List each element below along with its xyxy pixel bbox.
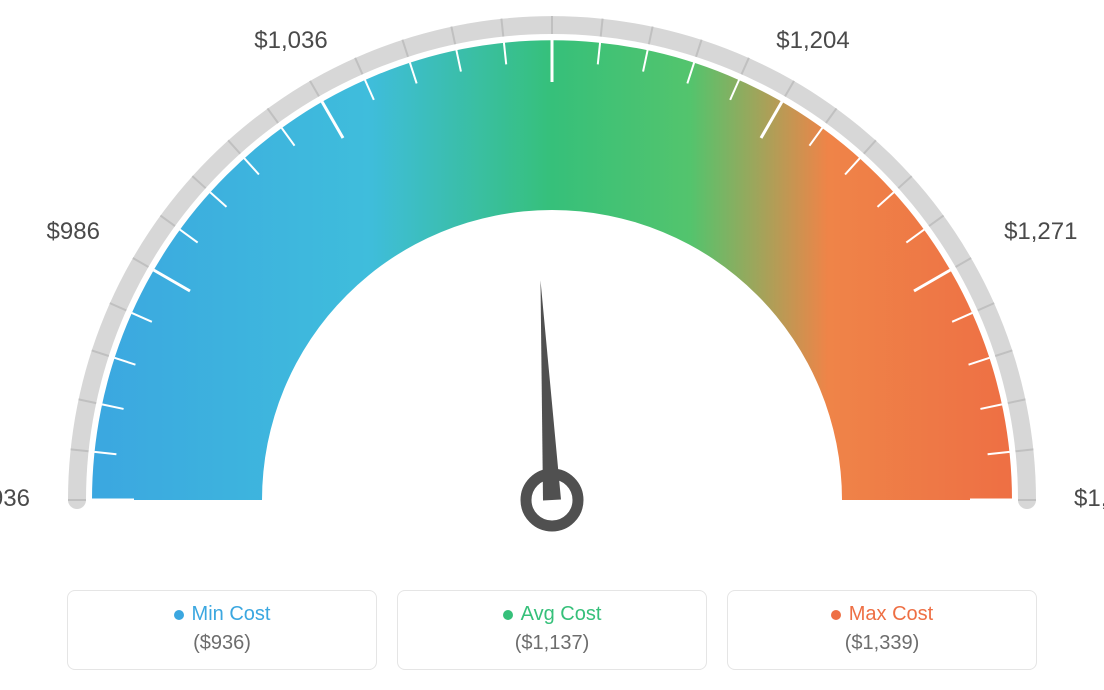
- legend-dot-max: [831, 610, 841, 620]
- svg-text:$1,204: $1,204: [776, 27, 849, 54]
- legend-value-max: ($1,339): [738, 632, 1026, 655]
- legend-box-min: Min Cost ($936): [67, 590, 377, 670]
- gauge-chart-container: $936$986$1,036$1,137$1,204$1,271$1,339 M…: [0, 0, 1104, 690]
- legend-dot-avg: [503, 610, 513, 620]
- legend-label-line: Avg Cost: [408, 603, 696, 626]
- legend-box-avg: Avg Cost ($1,137): [397, 590, 707, 670]
- svg-text:$936: $936: [0, 485, 30, 512]
- legend-label-line: Max Cost: [738, 603, 1026, 626]
- legend-label-max: Max Cost: [849, 603, 933, 626]
- svg-text:$986: $986: [47, 218, 100, 245]
- legend-box-max: Max Cost ($1,339): [727, 590, 1037, 670]
- legend-label-min: Min Cost: [192, 603, 271, 626]
- gauge-svg: $936$986$1,036$1,137$1,204$1,271$1,339: [0, 0, 1104, 560]
- legend-value-min: ($936): [78, 632, 366, 655]
- legend-label-avg: Avg Cost: [521, 603, 602, 626]
- legend-label-line: Min Cost: [78, 603, 366, 626]
- legend-row: Min Cost ($936) Avg Cost ($1,137) Max Co…: [67, 590, 1037, 670]
- svg-text:$1,271: $1,271: [1004, 218, 1077, 245]
- legend-value-avg: ($1,137): [408, 632, 696, 655]
- svg-text:$1,339: $1,339: [1074, 485, 1104, 512]
- svg-text:$1,036: $1,036: [254, 27, 327, 54]
- legend-dot-min: [174, 610, 184, 620]
